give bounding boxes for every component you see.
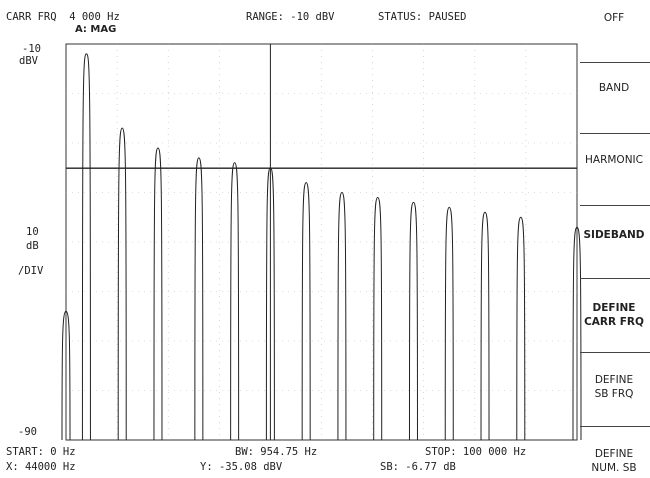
- spectrum-peak: [81, 53, 91, 441]
- spectrum-peak: [408, 201, 418, 441]
- softkey-label: DEFINE: [592, 302, 636, 314]
- softkey-label: DEFINE: [594, 374, 634, 386]
- stop-frequency-readout: STOP: 100 000 Hz: [425, 446, 527, 458]
- y-axis-top-value: -10: [22, 43, 41, 55]
- spectrum-peak: [572, 226, 582, 441]
- spectrum-peak: [480, 211, 490, 441]
- softkey-label: SB FRQ: [594, 388, 634, 400]
- softkey-define-num-sb[interactable]: DEFINE NUM. SB: [578, 447, 650, 475]
- softkey-harmonic[interactable]: HARMONIC: [578, 153, 650, 167]
- softkey-sideband[interactable]: SIDEBAND: [578, 228, 650, 242]
- softkey-separator: [580, 205, 650, 206]
- softkey-label: OFF: [603, 12, 625, 24]
- bandwidth-readout: BW: 954.75 Hz: [235, 446, 318, 458]
- softkey-off[interactable]: OFF: [578, 11, 650, 25]
- start-frequency-readout: START: 0 Hz: [6, 446, 76, 458]
- softkey-label: SIDEBAND: [583, 229, 645, 241]
- softkey-label: HARMONIC: [585, 154, 643, 166]
- spectrum-peak: [444, 206, 454, 441]
- softkey-label: BAND: [598, 82, 630, 94]
- softkey-band[interactable]: BAND: [578, 81, 650, 95]
- y-axis-top-unit: dBV: [19, 55, 38, 67]
- y-axis-scale-per: /DIV: [18, 265, 44, 277]
- spectrum-peak: [516, 216, 526, 441]
- softkey-separator: [580, 426, 650, 427]
- spectrum-peak: [61, 310, 71, 441]
- sideband-readout: SB: -6.77 dB: [380, 461, 456, 473]
- spectrum-peak: [194, 157, 204, 441]
- marker-y-readout: Y: -35.08 dBV: [200, 461, 283, 473]
- plot-grid: [66, 44, 577, 440]
- carrier-frequency-readout: CARR FRQ 4 000 Hz: [6, 11, 120, 23]
- marker-x-readout: X: 44000 Hz: [6, 461, 76, 473]
- softkey-separator: [580, 133, 650, 134]
- softkey-label: CARR FRQ: [584, 316, 644, 328]
- spectrum-peak: [230, 162, 240, 441]
- softkey-label: DEFINE: [594, 448, 634, 460]
- softkey-separator: [580, 278, 650, 279]
- spectrum-peak: [117, 127, 127, 441]
- softkey-separator: [580, 352, 650, 353]
- y-axis-scale-value: 10: [26, 226, 39, 238]
- trace-label: A: MAG: [75, 24, 117, 35]
- softkey-label: NUM. SB: [591, 462, 637, 474]
- spectrum-peak: [337, 191, 347, 441]
- spectrum-peak: [153, 147, 163, 441]
- softkey-separator: [580, 62, 650, 63]
- status-readout: STATUS: PAUSED: [378, 11, 467, 23]
- y-axis-bottom-value: -90: [18, 426, 37, 438]
- spectrum-trace: [61, 53, 582, 441]
- spectrum-peak: [373, 196, 383, 441]
- softkey-define-carr-frq[interactable]: DEFINE CARR FRQ: [578, 301, 650, 329]
- softkey-define-sb-frq[interactable]: DEFINE SB FRQ: [578, 373, 650, 401]
- spectrum-peak: [301, 182, 311, 441]
- range-readout: RANGE: -10 dBV: [246, 11, 335, 23]
- y-axis-scale-unit: dB: [26, 240, 39, 252]
